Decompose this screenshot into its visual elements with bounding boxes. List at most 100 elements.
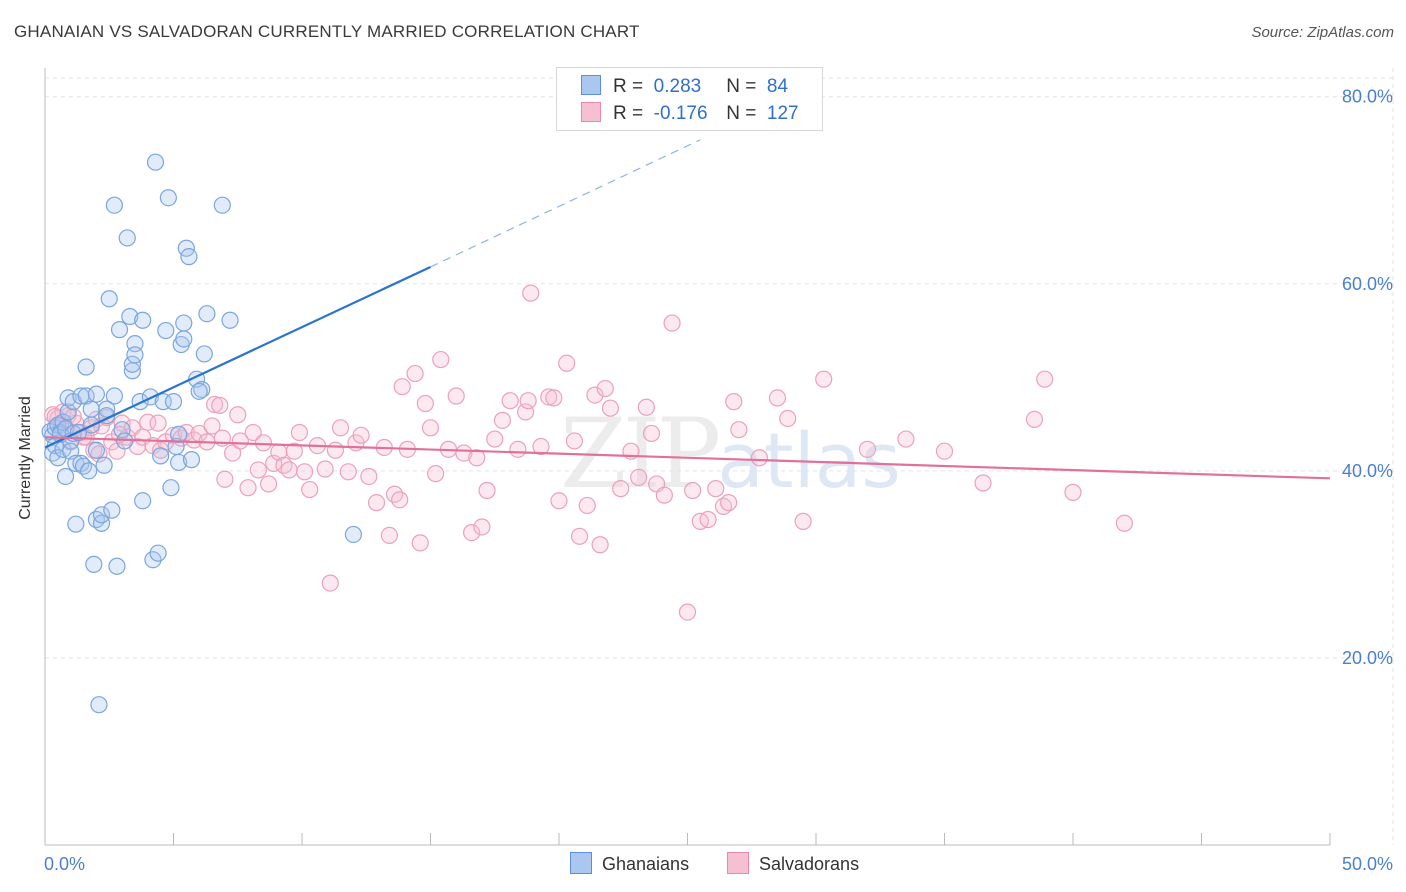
salvadorans-trend-line bbox=[44, 436, 1331, 480]
salvadoran-point bbox=[684, 481, 702, 500]
salvadoran-point bbox=[231, 432, 249, 450]
salvadoran-point bbox=[206, 395, 224, 414]
ghanaian-point bbox=[180, 248, 198, 266]
salvadoran-point bbox=[519, 392, 537, 410]
salvadoran-point bbox=[411, 534, 429, 552]
salvadoran-point bbox=[275, 456, 293, 474]
salvadoran-point bbox=[360, 467, 378, 486]
ghanaian-point bbox=[105, 387, 123, 405]
salvadoran-point bbox=[678, 603, 697, 621]
source-label: Source: ZipAtlas.com bbox=[1251, 24, 1394, 41]
salvadoran-point bbox=[522, 284, 540, 302]
ghanaian-point bbox=[92, 506, 111, 524]
salvadoran-point bbox=[432, 350, 450, 369]
salvadoran-point bbox=[601, 399, 620, 417]
salvadoran-point bbox=[1036, 370, 1054, 388]
salvadoran-point bbox=[768, 389, 787, 407]
ghanaian-point bbox=[152, 447, 170, 465]
salvadorans-swatch bbox=[581, 102, 601, 122]
trend-lines bbox=[44, 139, 1331, 480]
salvadoran-point bbox=[406, 364, 424, 383]
salvadoran-point bbox=[421, 419, 440, 437]
salvadorans-n-value: 127 bbox=[766, 103, 799, 124]
ghanaians-n-value: 84 bbox=[766, 76, 789, 97]
salvadoran-point bbox=[725, 393, 743, 411]
salvadoran-point bbox=[216, 470, 234, 488]
salvadoran-point bbox=[290, 423, 309, 442]
salvadoran-point bbox=[663, 314, 681, 332]
legend-n-label: N = bbox=[726, 76, 757, 97]
salvadoran-point bbox=[1064, 483, 1082, 501]
ghanaian-point bbox=[110, 321, 129, 339]
salvadorans-r-value: -0.176 bbox=[653, 103, 708, 124]
salvadoran-point bbox=[540, 388, 558, 406]
legend-r-label: R = bbox=[613, 103, 644, 124]
ghanaians-points bbox=[41, 153, 362, 714]
y-tick-label: 20.0% bbox=[1342, 648, 1393, 668]
salvadoran-point bbox=[254, 434, 273, 452]
salvadoran-point bbox=[486, 430, 504, 448]
salvadoran-point bbox=[750, 449, 769, 467]
salvadoran-point bbox=[501, 392, 519, 410]
salvadoran-point bbox=[578, 496, 596, 515]
salvadoran-point bbox=[463, 523, 481, 542]
salvadoran-point bbox=[591, 536, 609, 554]
salvadoran-point bbox=[570, 527, 589, 545]
ghanaian-point bbox=[190, 382, 208, 400]
salvadoran-point bbox=[565, 432, 584, 450]
y-tick-label: 40.0% bbox=[1342, 461, 1393, 481]
salvadoran-point bbox=[550, 492, 568, 510]
salvadoran-point bbox=[316, 460, 334, 478]
salvadoran-point bbox=[596, 379, 614, 398]
ghanaian-point bbox=[126, 346, 144, 364]
salvadoran-point bbox=[699, 510, 717, 529]
salvadoran-point bbox=[339, 463, 357, 481]
legend-row-salvadorans: R = -0.176 N = 127 bbox=[581, 102, 799, 128]
ghanaians-legend-swatch bbox=[570, 852, 592, 874]
salvadoran-point bbox=[285, 442, 303, 460]
ghanaians-legend-label: Ghanaians bbox=[602, 854, 690, 874]
ghanaian-point bbox=[90, 696, 108, 714]
bottom-legend-salvadorans: Salvadorans bbox=[727, 852, 859, 875]
ghanaian-point bbox=[82, 400, 100, 418]
salvadoran-point bbox=[239, 479, 257, 497]
salvadoran-point bbox=[815, 370, 833, 388]
salvadoran-point bbox=[380, 526, 398, 544]
salvadoran-point bbox=[149, 414, 167, 432]
y-tick-label: 80.0% bbox=[1342, 87, 1393, 107]
salvadoran-point bbox=[301, 480, 319, 499]
ghanaian-point bbox=[159, 189, 177, 207]
chart-title: GHANAIAN VS SALVADORAN CURRENTLY MARRIED… bbox=[14, 22, 640, 41]
x-tick-label-right: 50.0% bbox=[1342, 854, 1393, 874]
ghanaians-r-value: 0.283 bbox=[653, 76, 702, 97]
ghanaian-point bbox=[118, 229, 136, 247]
ghanaians-trend-extension bbox=[430, 139, 701, 268]
salvadoran-point bbox=[642, 424, 661, 443]
salvadoran-point bbox=[532, 437, 550, 456]
ghanaian-point bbox=[56, 467, 75, 486]
salvadoran-point bbox=[779, 409, 797, 428]
salvadoran-point bbox=[794, 512, 812, 530]
salvadoran-point bbox=[637, 398, 655, 416]
ghanaian-point bbox=[134, 492, 152, 510]
salvadorans-legend-label: Salvadorans bbox=[759, 854, 860, 874]
ghanaian-point bbox=[85, 555, 103, 573]
salvadoran-point bbox=[249, 461, 267, 479]
salvadoran-point bbox=[612, 480, 630, 498]
ghanaian-point bbox=[213, 196, 231, 214]
salvadoran-point bbox=[545, 389, 563, 407]
ghanaian-point bbox=[87, 385, 106, 403]
salvadoran-point bbox=[858, 440, 877, 458]
ghanaian-point bbox=[182, 451, 201, 469]
ghanaian-point bbox=[170, 453, 188, 472]
salvadoran-point bbox=[211, 396, 229, 414]
salvadoran-point bbox=[455, 444, 473, 462]
ghanaian-point bbox=[146, 153, 165, 171]
ghanaian-point bbox=[164, 393, 183, 411]
salvadoran-point bbox=[1115, 514, 1134, 532]
salvadoran-point bbox=[730, 421, 748, 439]
ghanaian-point bbox=[221, 311, 239, 329]
salvadoran-point bbox=[897, 430, 915, 448]
y-tick-label: 60.0% bbox=[1342, 274, 1393, 294]
